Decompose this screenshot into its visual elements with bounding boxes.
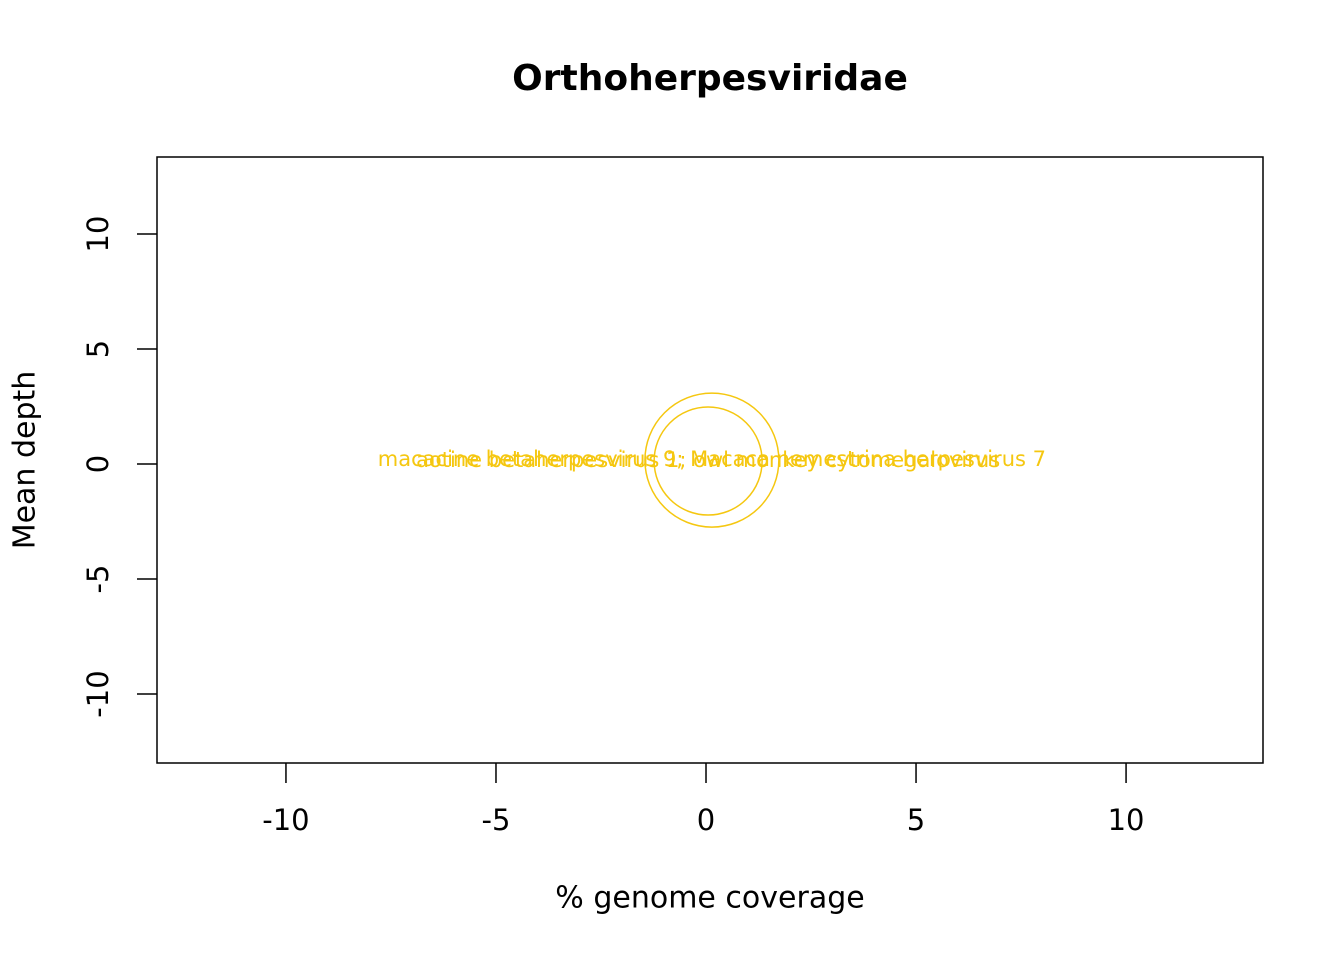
y-tick-label: -10 (81, 670, 115, 717)
bubble (653, 406, 763, 516)
bubble (644, 392, 780, 528)
x-tick-label: 5 (907, 803, 925, 837)
x-tick-label: -10 (262, 803, 309, 837)
chart-title: Orthoherpesviridae (512, 58, 908, 99)
y-tick-label: 5 (81, 340, 115, 358)
x-axis-label: % genome coverage (555, 881, 864, 916)
y-axis-label: Mean depth (8, 371, 43, 550)
x-tick-label: -5 (482, 803, 511, 837)
point-label: macacine betaherpesvirus 9; Macaca nemes… (378, 447, 1046, 471)
x-tick-label: 0 (697, 803, 715, 837)
y-tick-label: -5 (81, 565, 115, 594)
y-tick-label: 0 (81, 455, 115, 473)
plot-frame (156, 156, 1264, 764)
point-label: aotine betaherpesvirus 1; owl monkey cyt… (416, 448, 1000, 472)
y-tick-label: 10 (81, 216, 115, 253)
x-tick-label: 10 (1108, 803, 1145, 837)
